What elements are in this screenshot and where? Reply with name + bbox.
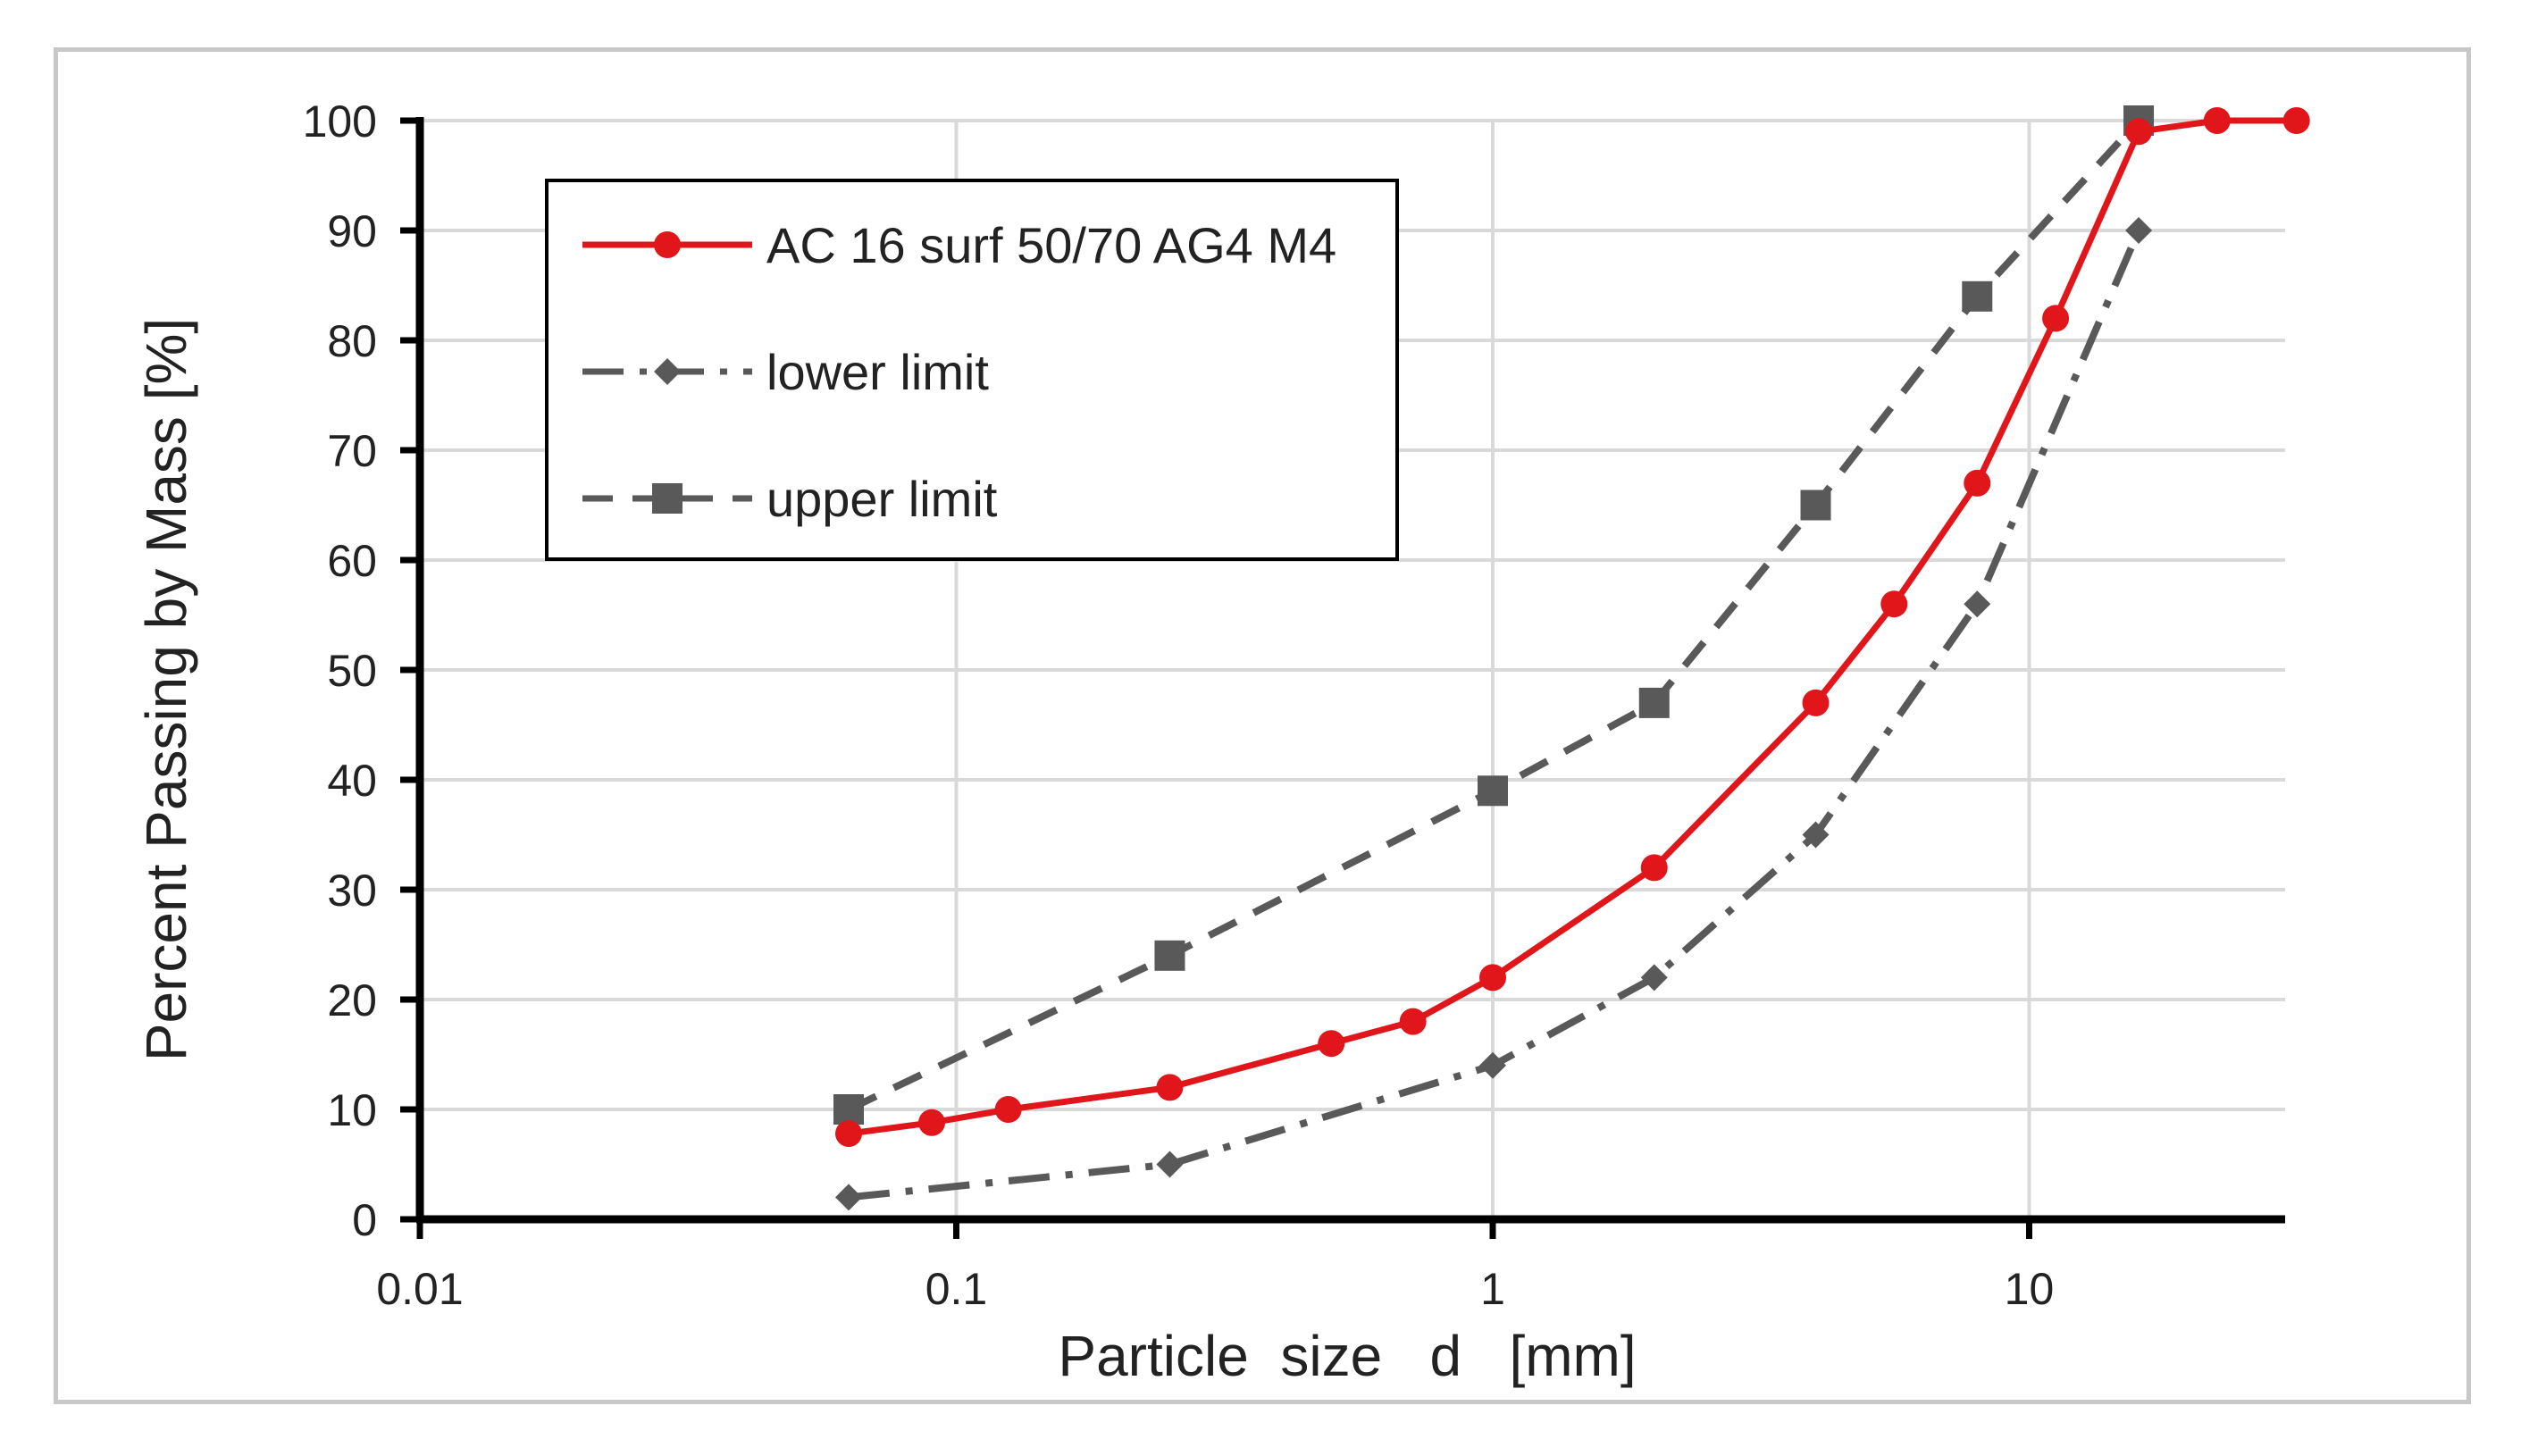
y-axis-title: Percent Passing by Mass [%] <box>134 318 198 1061</box>
data-point <box>2203 107 2231 134</box>
legend-marker <box>652 483 682 514</box>
legend-marker <box>654 231 681 258</box>
data-point <box>1154 940 1185 971</box>
legend-label: upper limit <box>766 471 998 527</box>
x-tick-label: 1 <box>1480 1264 1505 1314</box>
y-tick-label: 80 <box>327 316 377 366</box>
y-tick-label: 20 <box>327 975 377 1025</box>
legend-label: lower limit <box>766 344 989 400</box>
y-tick-label: 30 <box>327 866 377 916</box>
legend-entry: lower limit <box>582 344 989 400</box>
data-point <box>1802 821 1830 849</box>
data-point <box>1477 775 1508 807</box>
x-tick-label: 0.01 <box>376 1264 463 1314</box>
data-point <box>2042 305 2070 332</box>
legend-marker <box>654 358 681 385</box>
y-tick-label: 90 <box>327 206 377 256</box>
data-point <box>1802 689 1830 716</box>
data-point <box>1478 964 1506 992</box>
data-point <box>2282 107 2310 134</box>
y-tick-label: 40 <box>327 756 377 806</box>
data-point <box>1640 854 1668 882</box>
y-tick-label: 10 <box>327 1085 377 1135</box>
data-point <box>835 1184 863 1211</box>
x-tick-label: 0.1 <box>925 1264 988 1314</box>
data-point <box>1478 1051 1506 1079</box>
y-tick-label: 70 <box>327 426 377 476</box>
data-point <box>1640 964 1668 992</box>
data-point <box>918 1109 946 1136</box>
data-point <box>1156 1151 1184 1178</box>
legend-entry: AC 16 surf 50/70 AG4 M4 <box>582 217 1336 273</box>
axes <box>400 117 2285 1239</box>
data-point <box>1964 469 1991 497</box>
data-point <box>1962 280 1993 312</box>
x-axis-title: Particle size d [mm] <box>1058 1324 1636 1388</box>
data-point <box>1156 1074 1184 1101</box>
data-series <box>833 105 2310 1211</box>
y-tick-label: 50 <box>327 646 377 696</box>
series-ac-16-surf-50-70-ag4-m4 <box>835 107 2310 1148</box>
data-point <box>1638 687 1670 718</box>
data-point <box>833 1094 865 1125</box>
data-point <box>994 1096 1022 1123</box>
y-tick-label: 100 <box>303 96 377 146</box>
y-tick-label: 0 <box>352 1195 377 1245</box>
data-point <box>1880 590 1908 618</box>
data-point <box>1318 1030 1345 1058</box>
x-tick-label: 10 <box>2005 1264 2055 1314</box>
data-point <box>2125 118 2153 146</box>
series-upper-limit <box>833 105 2155 1125</box>
data-point <box>835 1120 863 1148</box>
series-lower-limit <box>835 217 2153 1211</box>
legend: AC 16 surf 50/70 AG4 M4 lower limit upper … <box>545 179 1399 561</box>
data-point <box>1964 590 1991 618</box>
axis-labels: 0 10 20 30 40 50 60 70 80 90 100 0.01 0.1 1 10 <box>303 96 2055 1314</box>
y-tick-label: 60 <box>327 536 377 586</box>
data-point <box>1399 1008 1427 1035</box>
legend-entry: upper limit <box>582 471 998 527</box>
data-point <box>1800 490 1831 521</box>
data-point <box>2125 217 2153 244</box>
legend-label: AC 16 surf 50/70 AG4 M4 <box>766 217 1336 273</box>
